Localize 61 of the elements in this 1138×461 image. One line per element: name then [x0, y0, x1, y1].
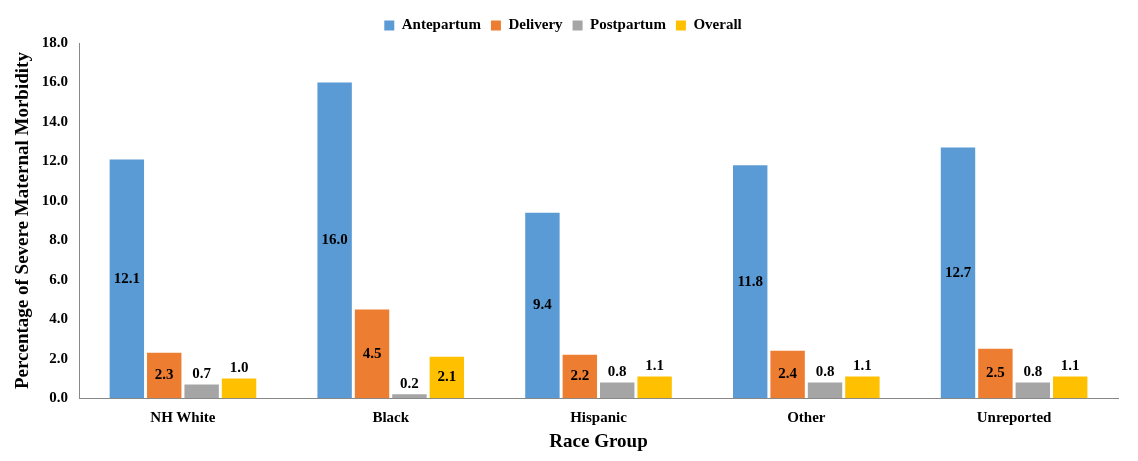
- x-tick-label: Hispanic: [570, 409, 628, 426]
- data-label: 0.8: [1023, 362, 1043, 379]
- bar: [770, 350, 805, 399]
- data-label: 2.2: [570, 367, 590, 384]
- bar: [1015, 382, 1051, 399]
- data-label: 2.5: [986, 364, 1005, 381]
- bar: [600, 382, 635, 399]
- data-label: 0.8: [815, 362, 835, 379]
- data-label: 11.8: [737, 272, 763, 289]
- y-axis-title: Percentage of Severe Maternal Morbidity: [11, 51, 33, 390]
- y-tick-label: 6.0: [49, 270, 69, 287]
- x-tick-label: NH White: [150, 409, 216, 426]
- data-label: 0.2: [400, 374, 419, 391]
- legend-label: Overall: [693, 16, 742, 33]
- y-tick-label: 4.0: [49, 310, 69, 327]
- bar: [392, 394, 427, 399]
- legend-label: Postpartum: [590, 16, 667, 33]
- x-axis-title: Race Group: [549, 429, 648, 451]
- x-tick-label: Black: [372, 409, 410, 426]
- bar: [147, 352, 182, 399]
- bar: [109, 159, 145, 399]
- data-label: 2.3: [154, 366, 174, 383]
- data-label: 2.4: [778, 365, 798, 382]
- bar: [184, 384, 219, 399]
- data-label: 12.7: [944, 263, 972, 280]
- data-label: 1.1: [645, 356, 664, 373]
- y-tick-label: 16.0: [41, 73, 69, 90]
- bar: [733, 165, 768, 399]
- bar: [354, 309, 390, 399]
- bar: [637, 376, 672, 399]
- bar: [845, 376, 880, 399]
- bar: [1053, 376, 1088, 399]
- x-tick-label: Other: [787, 409, 826, 426]
- bar: [562, 354, 598, 399]
- bar: [940, 147, 976, 399]
- data-label: 16.0: [321, 231, 348, 248]
- x-tick-label: Unreported: [976, 409, 1053, 426]
- y-tick-label: 0.0: [49, 389, 69, 406]
- data-label: 9.4: [533, 296, 553, 313]
- legend-label: Delivery: [508, 16, 564, 33]
- data-label: 1.1: [853, 356, 872, 373]
- y-tick-label: 12.0: [41, 152, 69, 169]
- data-label: 1.1: [1060, 356, 1080, 373]
- data-label: 1.0: [229, 358, 249, 375]
- legend-label: Antepartum: [401, 16, 482, 33]
- bar: [429, 356, 465, 399]
- y-tick-label: 10.0: [41, 191, 69, 208]
- data-label: 12.1: [113, 269, 140, 286]
- y-tick-label: 2.0: [49, 349, 69, 366]
- data-label: 2.1: [437, 368, 457, 385]
- bar: [807, 382, 843, 399]
- y-tick-label: 18.0: [41, 33, 69, 50]
- data-label: 0.8: [607, 362, 627, 379]
- bar: [525, 212, 560, 399]
- data-label: 4.5: [362, 344, 382, 361]
- y-tick-label: 14.0: [41, 112, 69, 129]
- y-tick-label: 8.0: [49, 231, 69, 248]
- bar: [317, 82, 352, 399]
- data-label: 0.7: [192, 364, 212, 381]
- bar: [978, 348, 1013, 399]
- bar: [221, 378, 257, 399]
